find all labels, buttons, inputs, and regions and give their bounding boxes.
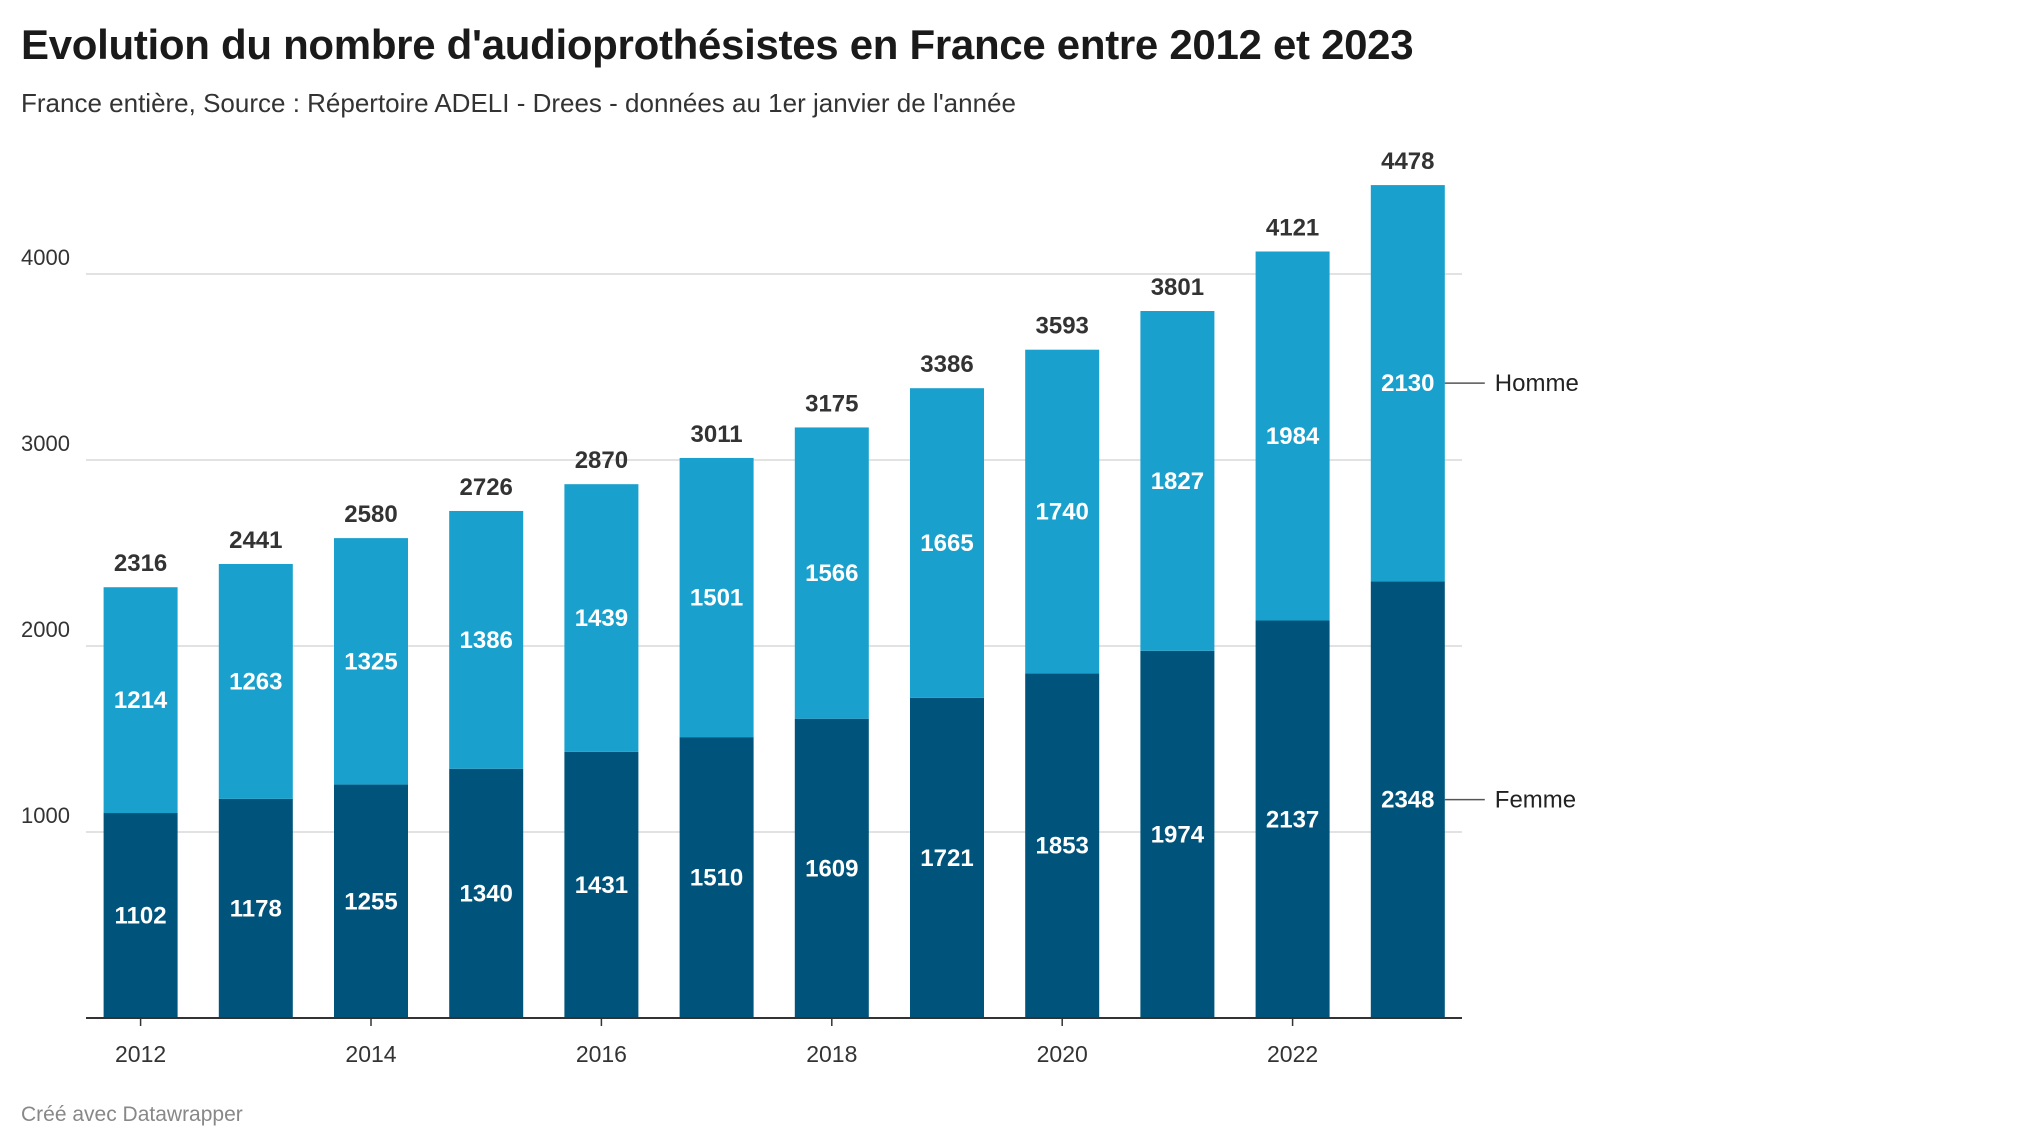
- y-tick-label: 3000: [21, 431, 70, 456]
- value-label-homme-2020: 1740: [1036, 499, 1089, 526]
- bar-homme-2015: [449, 510, 524, 769]
- value-label-femme-2014: 1255: [344, 888, 397, 915]
- bar-homme-2014: [334, 538, 408, 785]
- value-label-femme-2018: 1609: [805, 855, 858, 882]
- total-label-2021: 3801: [1151, 274, 1204, 301]
- value-label-homme-2014: 1325: [344, 648, 397, 675]
- total-label-2013: 2441: [229, 527, 282, 554]
- total-label-2020: 3593: [1036, 313, 1089, 340]
- bar-homme-2019: [910, 388, 984, 698]
- bar-femme-2021: [1140, 650, 1215, 1018]
- value-label-homme-2019: 1665: [920, 530, 973, 557]
- value-label-femme-2016: 1431: [575, 872, 628, 899]
- legend-label-homme: Homme: [1495, 370, 1579, 397]
- bar-femme-2013: [218, 798, 293, 1018]
- bar-homme-2012: [103, 587, 178, 814]
- value-label-femme-2019: 1721: [920, 845, 973, 872]
- bars-layer: [103, 185, 1445, 1018]
- bar-femme-2018: [794, 718, 869, 1018]
- total-label-2017: 3011: [691, 421, 743, 448]
- bar-homme-2013: [218, 563, 293, 799]
- bar-homme-2016: [564, 484, 639, 752]
- value-label-homme-2015: 1386: [460, 627, 513, 654]
- bar-femme-2014: [334, 784, 408, 1018]
- axis-layer: 2012 2014 2016 2018 2020 2022: [86, 1017, 1462, 1067]
- value-label-femme-2012: 1102: [115, 903, 167, 930]
- total-label-2012: 2316: [114, 550, 167, 577]
- total-label-2023: 4478: [1381, 148, 1434, 175]
- grid-layer: 1000 2000 3000 4000: [21, 245, 1462, 833]
- chart-header: Evolution du nombre d'audioprothésistes …: [21, 16, 2000, 120]
- chart-credit: Créé avec Datawrapper: [21, 1103, 243, 1126]
- legend-label-femme: Femme: [1495, 787, 1576, 814]
- y-tick-label: 1000: [21, 803, 70, 828]
- y-tick-label: 4000: [21, 245, 70, 270]
- labels-layer: 1102 1214 2316 1178 1263 2441 1255 1325 2580 1340…: [114, 148, 1435, 929]
- value-label-femme-2015: 1340: [460, 880, 513, 907]
- bar-femme-2017: [679, 737, 754, 1018]
- bar-homme-2017: [679, 457, 754, 738]
- bar-femme-2016: [564, 751, 639, 1018]
- value-label-femme-2023: 2348: [1381, 787, 1434, 814]
- bar-femme-2015: [449, 768, 524, 1018]
- value-label-femme-2022: 2137: [1266, 806, 1319, 833]
- x-tick-label: 2020: [1037, 1041, 1088, 1067]
- bar-homme-2023: [1370, 185, 1445, 582]
- x-tick-label: 2012: [115, 1041, 166, 1067]
- value-label-femme-2021: 1974: [1151, 821, 1205, 848]
- total-label-2015: 2726: [460, 474, 513, 501]
- bar-homme-2020: [1025, 349, 1100, 674]
- total-label-2018: 3175: [805, 390, 858, 417]
- bar-homme-2022: [1255, 251, 1330, 621]
- bar-femme-2020: [1025, 673, 1100, 1018]
- total-label-2022: 4121: [1266, 214, 1319, 241]
- chart-subtitle: France entière, Source : Répertoire ADEL…: [21, 88, 1016, 118]
- value-label-homme-2013: 1263: [229, 668, 282, 695]
- bar-femme-2019: [910, 697, 984, 1018]
- bar-femme-2023: [1370, 581, 1445, 1018]
- x-tick-label: 2016: [576, 1041, 627, 1067]
- total-label-2019: 3386: [920, 351, 973, 378]
- value-label-homme-2012: 1214: [114, 687, 168, 714]
- value-label-homme-2016: 1439: [575, 605, 628, 632]
- bar-homme-2021: [1140, 311, 1215, 651]
- y-tick-label: 2000: [21, 617, 70, 642]
- value-label-femme-2013: 1178: [230, 895, 282, 922]
- x-tick-label: 2022: [1267, 1041, 1318, 1067]
- chart-title: Evolution du nombre d'audioprothésistes …: [21, 21, 1414, 68]
- bar-femme-2012: [103, 813, 178, 1018]
- value-label-femme-2017: 1510: [690, 865, 743, 892]
- x-tick-label: 2014: [345, 1041, 396, 1067]
- value-label-homme-2022: 1984: [1266, 423, 1320, 450]
- total-label-2014: 2580: [344, 501, 397, 528]
- x-tick-label: 2018: [806, 1041, 857, 1067]
- legend-layer: Homme Femme: [1444, 370, 1579, 814]
- value-label-homme-2021: 1827: [1151, 468, 1204, 495]
- total-label-2016: 2870: [575, 447, 628, 474]
- bar-femme-2022: [1255, 620, 1330, 1018]
- bar-homme-2018: [794, 427, 869, 719]
- value-label-homme-2023: 2130: [1381, 370, 1434, 397]
- value-label-homme-2017: 1501: [690, 585, 743, 612]
- value-label-homme-2018: 1566: [805, 560, 858, 587]
- value-label-femme-2020: 1853: [1036, 833, 1089, 860]
